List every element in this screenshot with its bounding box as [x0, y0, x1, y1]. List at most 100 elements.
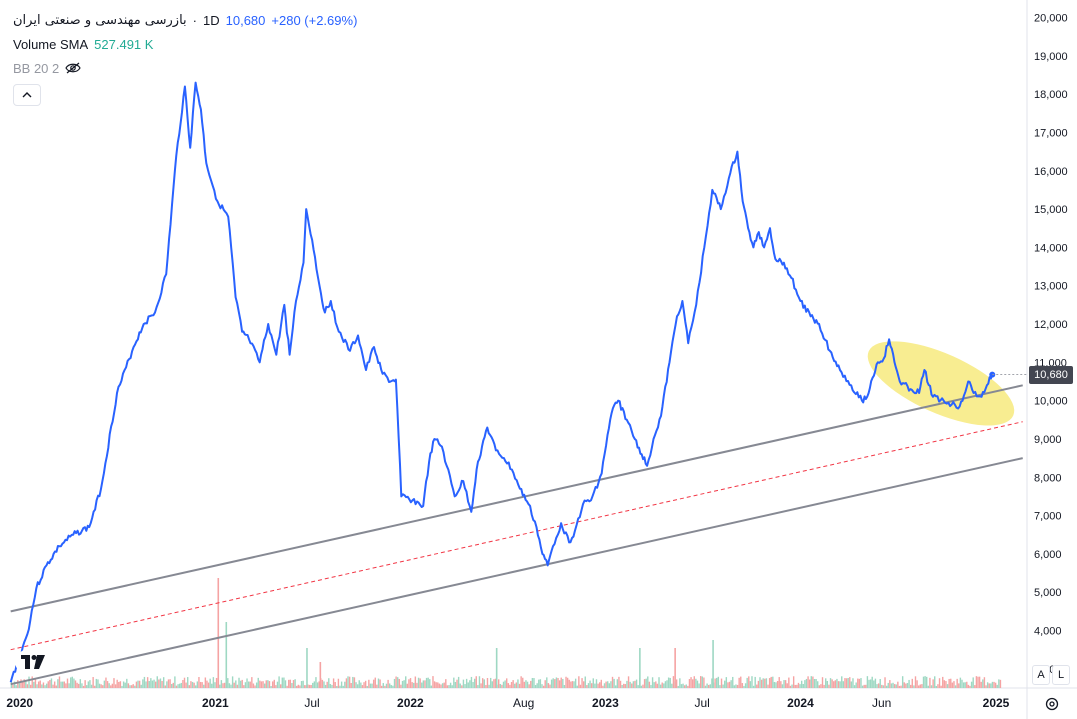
volume-bar: [613, 678, 615, 688]
volume-bar: [457, 676, 460, 688]
volume-bar: [821, 677, 824, 688]
volume-bar: [730, 680, 732, 688]
volume-bar: [78, 683, 80, 688]
volume-bar: [889, 680, 891, 688]
auto-scale-button[interactable]: A: [1032, 665, 1050, 685]
volume-bar: [306, 648, 308, 688]
volume-bar: [776, 680, 779, 688]
volume-bar: [483, 679, 485, 688]
price-line[interactable]: [9, 81, 994, 683]
y-tick-label: 6,000: [1034, 549, 1062, 561]
volume-bar: [884, 677, 886, 688]
tradingview-logo[interactable]: [15, 648, 51, 676]
volume-bar: [435, 682, 437, 688]
volume-bar: [98, 683, 101, 688]
volume-bar: [961, 679, 963, 688]
volume-bar: [881, 684, 883, 688]
volume-bar: [63, 681, 65, 688]
x-tick-label: Jul: [304, 696, 319, 710]
symbol-name[interactable]: بازرسی مهندسی و صنعتی ایران: [13, 12, 187, 28]
volume-bar: [350, 682, 352, 688]
volume-bar: [486, 678, 489, 688]
volume-bar: [959, 677, 962, 688]
channel-mid-line[interactable]: [10, 421, 1023, 651]
volume-bar: [645, 678, 647, 688]
collapse-legend-button[interactable]: [13, 84, 41, 106]
x-tick-label: 2025: [983, 696, 1010, 710]
volume-bar: [509, 684, 511, 688]
volume-bar: [643, 679, 646, 688]
volume-bar: [368, 679, 370, 688]
volume-bar: [212, 677, 215, 688]
log-scale-button[interactable]: L: [1052, 665, 1070, 685]
volume-bar: [223, 682, 226, 688]
volume-bar: [932, 679, 934, 688]
channel-lower-line[interactable]: [10, 457, 1023, 686]
volume-bar: [422, 680, 425, 688]
volume-bar: [87, 681, 90, 688]
volume-bar: [663, 683, 665, 688]
settings-gear-icon[interactable]: [1044, 696, 1060, 712]
volume-bar: [631, 683, 633, 688]
bb-row[interactable]: BB 20 2: [13, 56, 363, 80]
volume-bar: [922, 676, 925, 688]
volume-bar: [384, 685, 386, 688]
volume-bar: [831, 679, 833, 688]
volume-bar: [461, 685, 463, 688]
volume-bar: [494, 678, 497, 688]
volume-bar: [740, 676, 742, 688]
volume-bar: [252, 683, 255, 688]
volume-bar: [193, 682, 195, 688]
volume-bar: [222, 683, 224, 688]
volume-bar: [760, 679, 763, 688]
volume-bar: [956, 678, 958, 688]
y-tick-label: 18,000: [1034, 89, 1068, 101]
volume-bar: [876, 684, 878, 688]
channel-upper-line[interactable]: [10, 384, 1023, 613]
volume-bar: [387, 679, 389, 688]
volume-bar: [903, 682, 905, 688]
volume-bar: [584, 676, 586, 688]
volume-bar: [297, 684, 300, 688]
volume-bar: [741, 683, 744, 688]
volume-bar: [12, 684, 14, 688]
tradingview-logo-icon: [21, 655, 45, 669]
volume-bar: [528, 684, 530, 688]
volume-bar: [860, 678, 862, 688]
volume-bar: [871, 676, 873, 688]
volume-bar: [279, 684, 282, 688]
volume-bar: [122, 681, 125, 688]
volume-bar: [541, 684, 543, 688]
volume-bar: [780, 681, 782, 688]
volume-bar: [626, 680, 628, 688]
volume-bar: [71, 676, 74, 688]
interval-label[interactable]: 1D: [203, 12, 220, 28]
volume-bar: [974, 685, 976, 688]
volume-bar: [475, 676, 477, 688]
volume-bar: [124, 682, 126, 688]
volume-bar: [690, 677, 692, 688]
volume-bar: [127, 683, 130, 688]
volume-bar: [52, 684, 54, 688]
volume-bar: [42, 682, 45, 688]
volume-bar: [60, 681, 62, 688]
volume-bar: [74, 680, 77, 688]
volume-bar: [270, 685, 272, 688]
volume-bar: [812, 676, 814, 688]
volume-bar: [695, 678, 697, 688]
volume-bar: [671, 683, 673, 688]
volume-bar: [768, 678, 771, 688]
volume-bar: [724, 680, 726, 688]
eye-off-icon[interactable]: [65, 62, 81, 74]
volume-bar: [348, 676, 351, 688]
volume-bar: [166, 681, 168, 688]
x-tick-label: 2023: [592, 696, 619, 710]
volume-sma-row[interactable]: Volume SMA 527.491 K: [13, 32, 363, 56]
volume-bar: [39, 680, 41, 688]
volume-bar: [861, 685, 864, 688]
volume-bar: [491, 681, 493, 688]
volume-bar: [946, 684, 949, 688]
volume-bar: [716, 677, 718, 688]
volume-bar: [783, 680, 785, 688]
